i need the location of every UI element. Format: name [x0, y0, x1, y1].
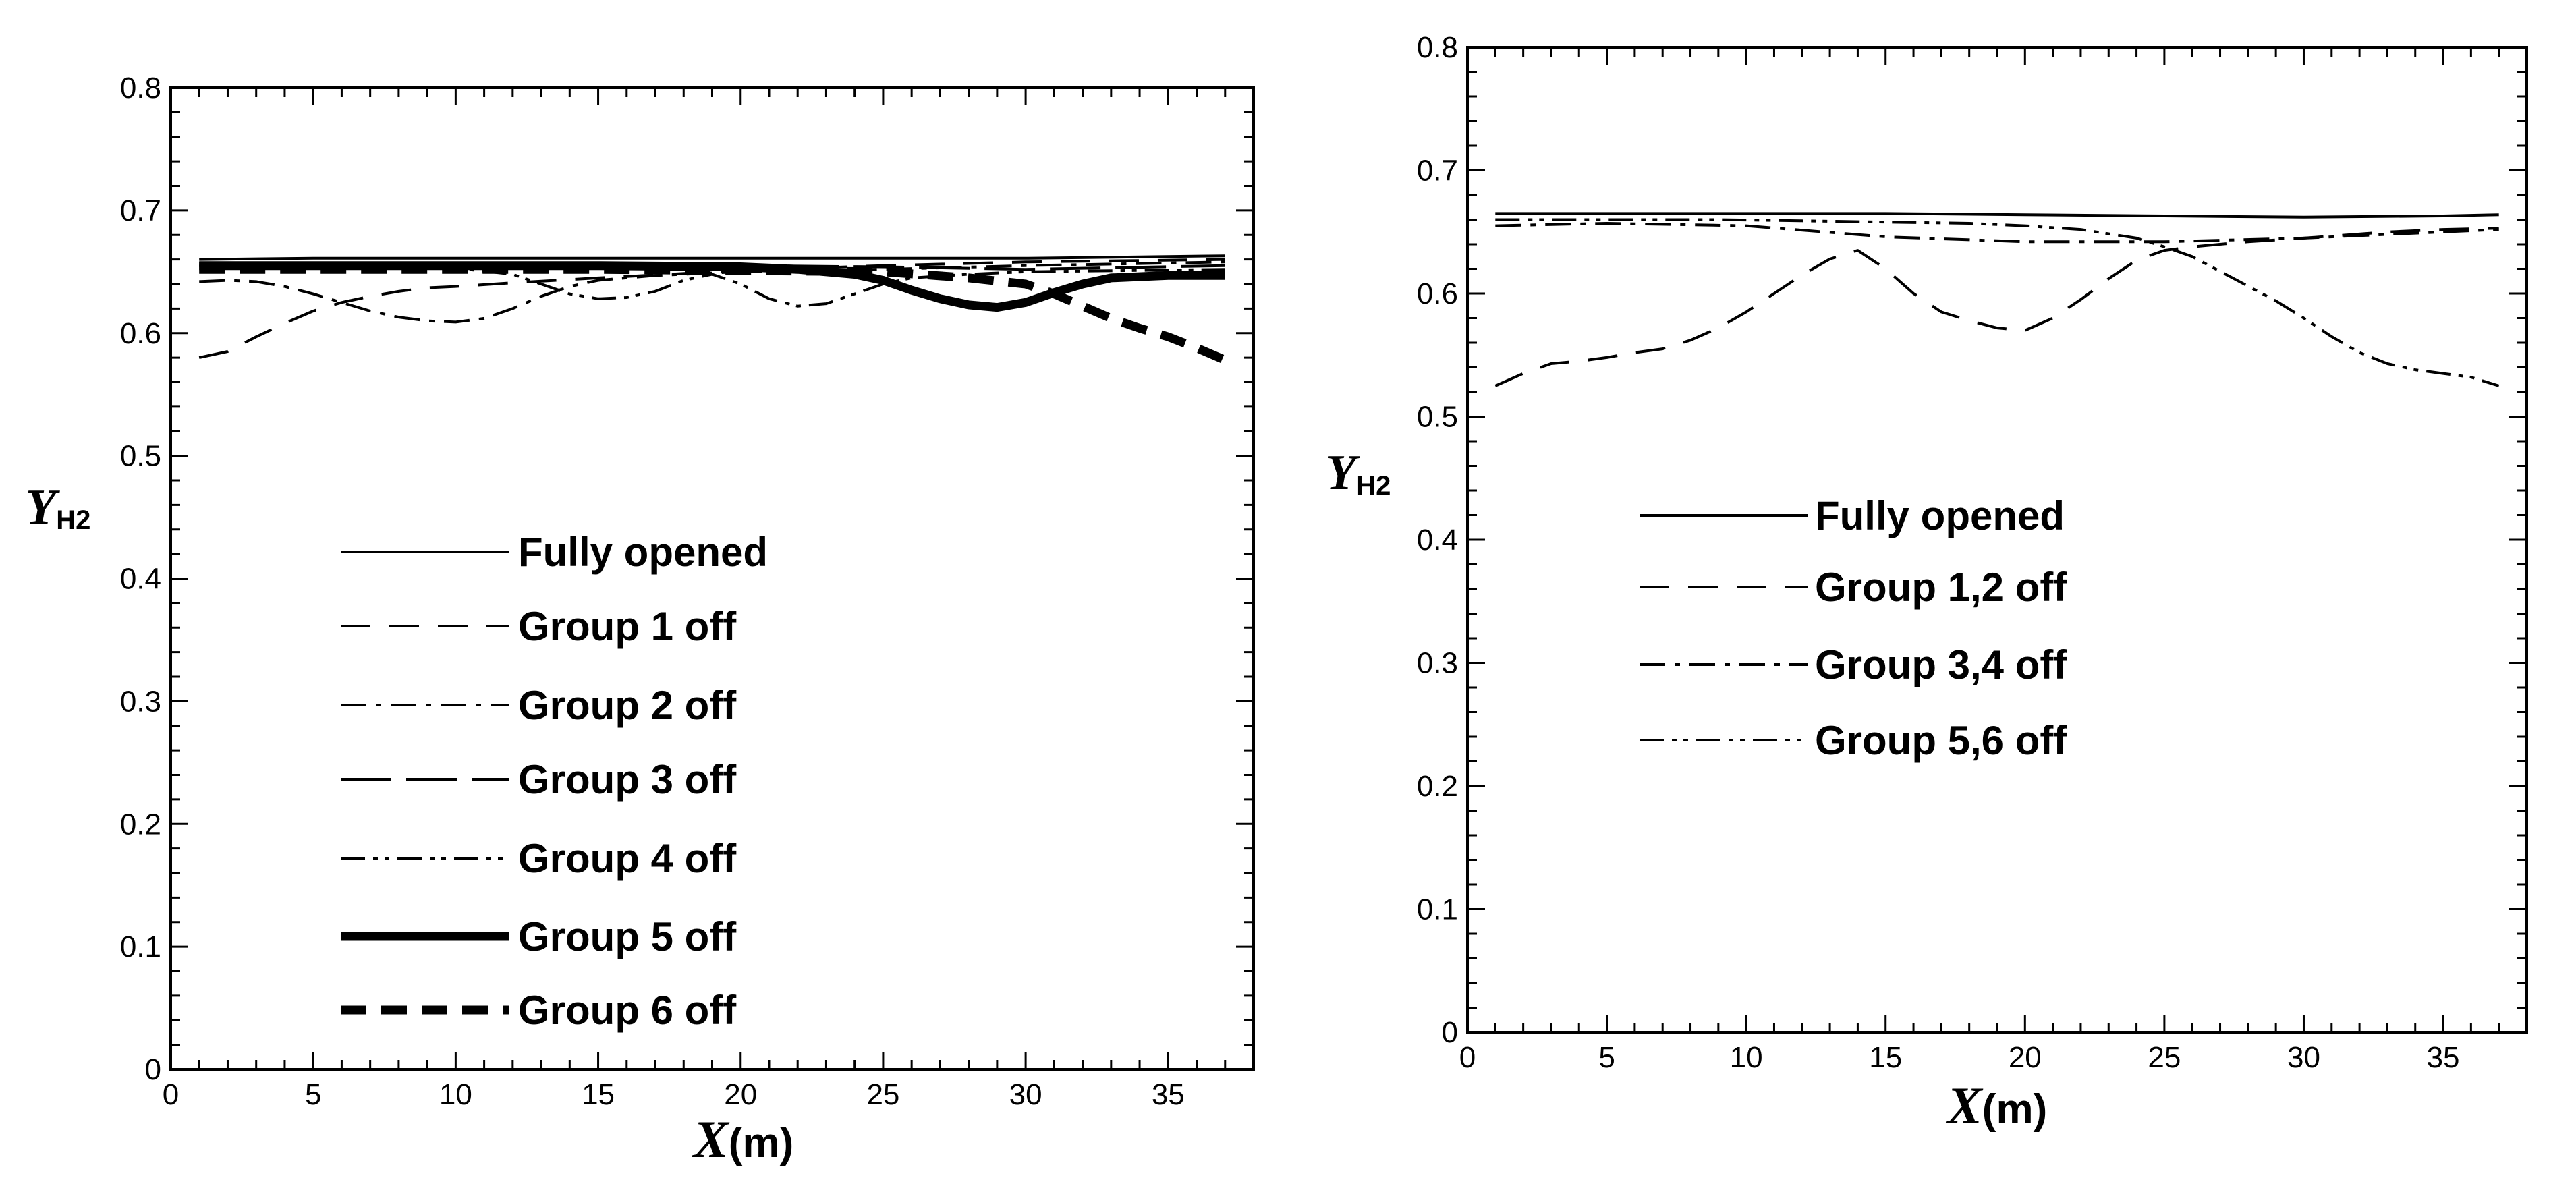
left-x-tick-label: 10: [439, 1078, 472, 1111]
left-legend-label-1: Group 1 off: [518, 604, 737, 649]
right-x-tick-label: 10: [1730, 1041, 1763, 1074]
left-y-axis-label: YH2: [26, 480, 90, 535]
left-x-tick-label: 0: [163, 1078, 179, 1111]
left-y-tick-label: 0.2: [120, 808, 161, 841]
left-ticks: 0 5 10 15 20 25 30 35 0 0.1 0.2 0.3 0.4 0.5 0.6 0.7 0.8: [120, 72, 1255, 1111]
right-x-tick-label: 30: [2287, 1041, 2320, 1074]
right-x-axis-label: X(m): [1946, 1076, 2047, 1135]
right-y-tick-label: 0.2: [1417, 770, 1458, 803]
right-legend: Fully opened Group 1,2 off Group 3,4 off Gr…: [1640, 493, 2067, 763]
right-x-tick-label: 5: [1598, 1041, 1615, 1074]
left-legend-label-5: Group 5 off: [518, 914, 737, 959]
right-y-tick-label: 0.4: [1417, 524, 1458, 557]
left-chart: 0 5 10 15 20 25 30 3500.10.20.30.40.50.60.70.8 …: [26, 72, 1255, 1169]
left-y-tick-label: 0: [145, 1053, 161, 1086]
left-x-tick-label: 35: [1152, 1078, 1185, 1111]
right-series-line-3: [1495, 218, 2500, 387]
left-series-line-6: [199, 264, 1227, 364]
left-legend-label-0: Fully opened: [518, 530, 768, 575]
left-y-tick-label: 0.1: [120, 930, 161, 963]
right-x-tick-label: 20: [2009, 1041, 2042, 1074]
left-y-tick-label: 0.5: [120, 440, 161, 473]
left-legend-label-4: Group 4 off: [518, 836, 737, 881]
left-series-line-0: [199, 254, 1225, 261]
right-legend-label-1: Group 1,2 off: [1815, 565, 2067, 610]
left-x-tick-label: 25: [866, 1078, 899, 1111]
right-series-line-2: [1495, 222, 2499, 244]
right-chart: 0 5 10 15 20 25 30 3500.10.20.30.40.50.60.70.8 …: [1326, 31, 2528, 1135]
right-series: [1494, 212, 2500, 387]
right-y-tick-label: 0.1: [1417, 893, 1458, 926]
right-series-line-1: [1494, 227, 2499, 387]
left-x-axis-label: X(m): [692, 1110, 793, 1169]
left-x-tick-label: 20: [724, 1078, 757, 1111]
right-series-line-0: [1495, 212, 2499, 219]
left-legend-label-2: Group 2 off: [518, 683, 737, 728]
right-x-tick-label: 25: [2148, 1041, 2181, 1074]
right-legend-label-3: Group 5,6 off: [1815, 718, 2067, 763]
right-x-tick-label: 15: [1869, 1041, 1902, 1074]
right-ticks: 0 5 10 15 20 25 30 35 0 0.1 0.2 0.3 0.4 0.5 0.6 0.7 0.8: [1417, 31, 2528, 1074]
left-series-line-1: [198, 258, 1225, 360]
right-legend-label-2: Group 3,4 off: [1815, 642, 2067, 687]
right-y-tick-label: 0.7: [1417, 154, 1458, 188]
right-y-tick-label: 0.5: [1417, 401, 1458, 434]
right-y-tick-label: 0.8: [1417, 31, 1458, 64]
left-y-tick-label: 0.3: [120, 685, 161, 718]
left-legend-label-6: Group 6 off: [518, 988, 737, 1033]
right-y-tick-label: 0.6: [1417, 277, 1458, 310]
left-series: [198, 254, 1227, 364]
right-x-tick-label: 35: [2427, 1041, 2460, 1074]
right-x-tick-label: 0: [1459, 1041, 1476, 1074]
left-y-tick-label: 0.4: [120, 563, 161, 596]
right-y-axis-label: YH2: [1326, 445, 1391, 501]
left-legend-label-3: Group 3 off: [518, 757, 737, 802]
right-legend-label-0: Fully opened: [1815, 493, 2065, 538]
left-x-tick-label: 15: [582, 1078, 615, 1111]
right-y-tick-label: 0.3: [1417, 647, 1458, 680]
left-y-tick-label: 0.7: [120, 194, 161, 227]
left-legend: Fully opened Group 1 off Group 2 off Group …: [341, 530, 768, 1033]
left-x-tick-label: 5: [305, 1078, 321, 1111]
right-y-tick-label: 0: [1442, 1016, 1458, 1049]
left-y-tick-label: 0.8: [120, 72, 161, 105]
left-x-tick-label: 30: [1009, 1078, 1042, 1111]
left-y-tick-label: 0.6: [120, 317, 161, 350]
